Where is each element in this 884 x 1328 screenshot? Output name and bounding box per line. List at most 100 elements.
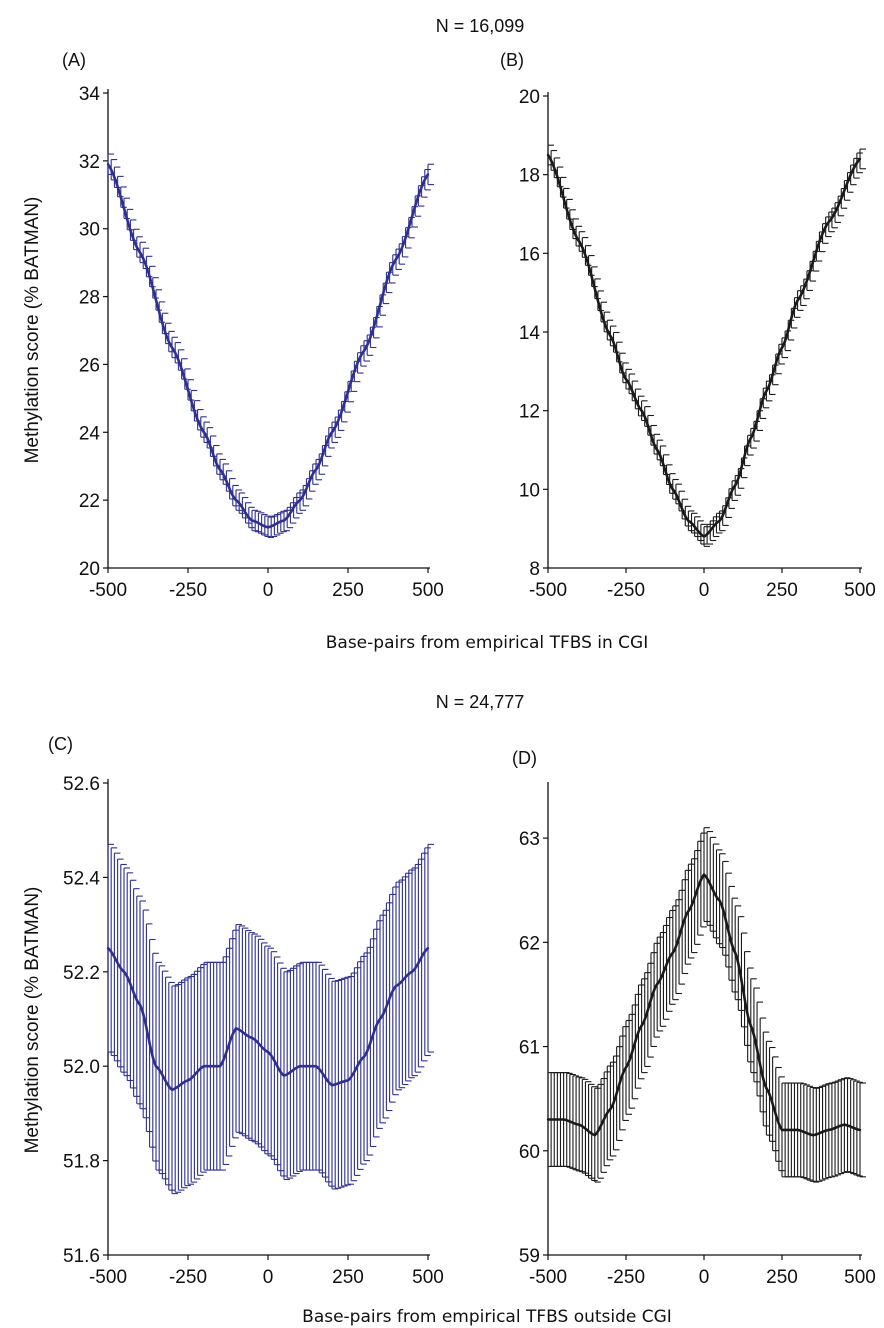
panel-c-letter: (C) bbox=[48, 734, 73, 754]
panel-d-y-tick-label: 60 bbox=[519, 1142, 540, 1163]
panel-a-y-tick-label: 22 bbox=[79, 491, 100, 512]
panel-c-data-point bbox=[298, 1065, 302, 1068]
panel-b-data-point bbox=[827, 220, 830, 224]
panel-a-data-point bbox=[170, 346, 174, 349]
panel-d-data-point bbox=[640, 1024, 643, 1027]
panel-a-data-point bbox=[218, 468, 222, 471]
top-n-label: N = 16,099 bbox=[436, 16, 525, 36]
panel-d-data-point bbox=[562, 1118, 565, 1121]
panel-b-x-tick-label: 250 bbox=[766, 580, 798, 601]
panel-a-x-tick-label: 500 bbox=[412, 580, 444, 601]
panel-c-y-tick-label: 52.2 bbox=[63, 963, 100, 984]
panel-c-y-tick-label: 52.0 bbox=[63, 1057, 100, 1078]
panel-c-y-tick-label: 52.6 bbox=[63, 774, 100, 795]
panel-a-data-point bbox=[426, 173, 430, 176]
panel-a-y-tick-label: 26 bbox=[79, 355, 100, 376]
panel-a-error-bars bbox=[107, 153, 434, 539]
panel-a-data-point bbox=[138, 251, 142, 254]
panel-c-data-point bbox=[394, 984, 398, 988]
top-x-axis-title: Base-pairs from empirical TFBS in CGI bbox=[326, 633, 649, 653]
panel-c-data-point bbox=[106, 947, 110, 950]
panel-c-y-tick-label: 52.4 bbox=[63, 868, 100, 889]
panel-a-x-tick-label: 250 bbox=[332, 580, 364, 601]
panel-a-chart: (A) 20 22 24 26 28 30 32 34 -500 -250 0 250 500 bbox=[62, 50, 444, 601]
panel-c-data-point bbox=[330, 1083, 334, 1087]
panel-d-y-tick-label: 59 bbox=[519, 1246, 540, 1267]
panel-d-data-point bbox=[702, 873, 706, 876]
bottom-y-axis-title: Methylation score (% BATMAN) bbox=[22, 887, 43, 1154]
panel-c-y-tick-label: 51.8 bbox=[63, 1152, 100, 1173]
panel-a-series-line bbox=[106, 163, 430, 529]
panel-a-y-tick-label: 32 bbox=[79, 152, 100, 173]
panel-b-y-tick-label: 12 bbox=[519, 402, 540, 423]
panel-d-data-point bbox=[624, 1066, 628, 1069]
panel-a-data-point bbox=[202, 431, 206, 434]
panel-b-data-point bbox=[765, 389, 768, 393]
panel-b-data-point bbox=[640, 409, 643, 412]
panel-b-data-point bbox=[671, 488, 674, 491]
panel-d-data-point bbox=[780, 1128, 784, 1132]
panel-b-chart: (B) 8 10 12 14 16 18 20 -500 -250 0 250 500 bbox=[500, 50, 876, 601]
panel-b-data-point bbox=[702, 535, 706, 538]
panel-d-data-point bbox=[687, 909, 690, 913]
panel-c-x-tick-label: -500 bbox=[89, 1267, 127, 1288]
panel-c-data-point bbox=[378, 1017, 382, 1021]
panel-d-data-point bbox=[843, 1123, 846, 1126]
panel-a-data-point bbox=[250, 519, 254, 522]
panel-b-y-tick-label: 14 bbox=[519, 323, 541, 344]
panel-c-data-point bbox=[410, 970, 414, 973]
panel-c-error-bars bbox=[107, 843, 434, 1195]
panel-a-data-point bbox=[106, 163, 110, 166]
panel-d-chart: (D) 59 60 61 62 63 -500 -250 0 250 500 bbox=[512, 748, 876, 1288]
panel-b-data-point bbox=[858, 157, 862, 161]
panel-a-data-point bbox=[266, 526, 270, 529]
panel-a-y-tick-label: 34 bbox=[79, 84, 101, 105]
top-y-axis-title: Methylation score (% BATMAN) bbox=[22, 197, 43, 464]
panel-c-data-point bbox=[170, 1088, 174, 1092]
panel-b-data-point bbox=[687, 519, 690, 522]
panel-c-data-point bbox=[266, 1050, 270, 1054]
panel-a-data-point bbox=[298, 498, 302, 502]
panel-c-data-point bbox=[346, 1079, 350, 1082]
panel-d-data-point bbox=[609, 1107, 612, 1111]
panel-b-letter: (B) bbox=[500, 50, 524, 70]
panel-a-y-tick-label: 28 bbox=[79, 288, 100, 309]
panel-d-data-point bbox=[796, 1128, 799, 1132]
panel-c-data-point bbox=[138, 1003, 142, 1007]
panel-c-data-point bbox=[218, 1065, 222, 1068]
panel-a-x-tick-label: -500 bbox=[89, 580, 127, 601]
panel-d-data-point bbox=[827, 1128, 830, 1132]
panel-b-y-tick-label: 20 bbox=[519, 87, 540, 108]
panel-b-x-tick-label: 0 bbox=[699, 580, 710, 601]
panel-d-data-point bbox=[734, 951, 737, 954]
bottom-x-axis-title: Base-pairs from empirical TFBS outside C… bbox=[302, 1307, 672, 1327]
panel-c-y-tick-label: 51.6 bbox=[63, 1246, 100, 1267]
panel-d-data-point bbox=[765, 1087, 768, 1090]
panel-c-data-point bbox=[362, 1055, 366, 1058]
panel-d-letter: (D) bbox=[512, 748, 537, 768]
panel-b-data-point bbox=[734, 484, 737, 487]
panel-d-x-tick-label: 500 bbox=[844, 1267, 876, 1288]
panel-d-data-point bbox=[858, 1128, 862, 1132]
panel-a-data-point bbox=[394, 258, 398, 261]
panel-c-data-point bbox=[122, 970, 126, 973]
panel-c-data-point bbox=[186, 1079, 190, 1082]
panel-c-x-tick-label: 250 bbox=[332, 1267, 364, 1288]
panel-a-letter: (A) bbox=[62, 50, 86, 70]
panel-b-y-tick-label: 10 bbox=[519, 480, 540, 501]
panel-c-x-tick-label: 500 bbox=[412, 1267, 444, 1288]
panel-a-data-point bbox=[282, 519, 286, 522]
panel-c-data-point bbox=[234, 1027, 238, 1030]
panel-d-data-point bbox=[656, 982, 659, 986]
panel-c-data-point bbox=[250, 1036, 254, 1040]
panel-c-data-point bbox=[314, 1065, 318, 1068]
panel-b-y-tick-label: 16 bbox=[519, 244, 540, 265]
panel-c-x-tick-label: -250 bbox=[169, 1267, 207, 1288]
panel-d-data-point bbox=[593, 1133, 596, 1137]
panel-b-data-point bbox=[578, 240, 581, 243]
panel-c-chart: (C) 51.6 51.8 52.0 52.2 52.4 52.6 -500 -250 0 250 5… bbox=[48, 734, 444, 1288]
panel-d-data-point bbox=[749, 1024, 752, 1027]
panel-a-x-tick-label: 0 bbox=[263, 580, 274, 601]
panel-c-x-tick-label: 0 bbox=[263, 1267, 274, 1288]
